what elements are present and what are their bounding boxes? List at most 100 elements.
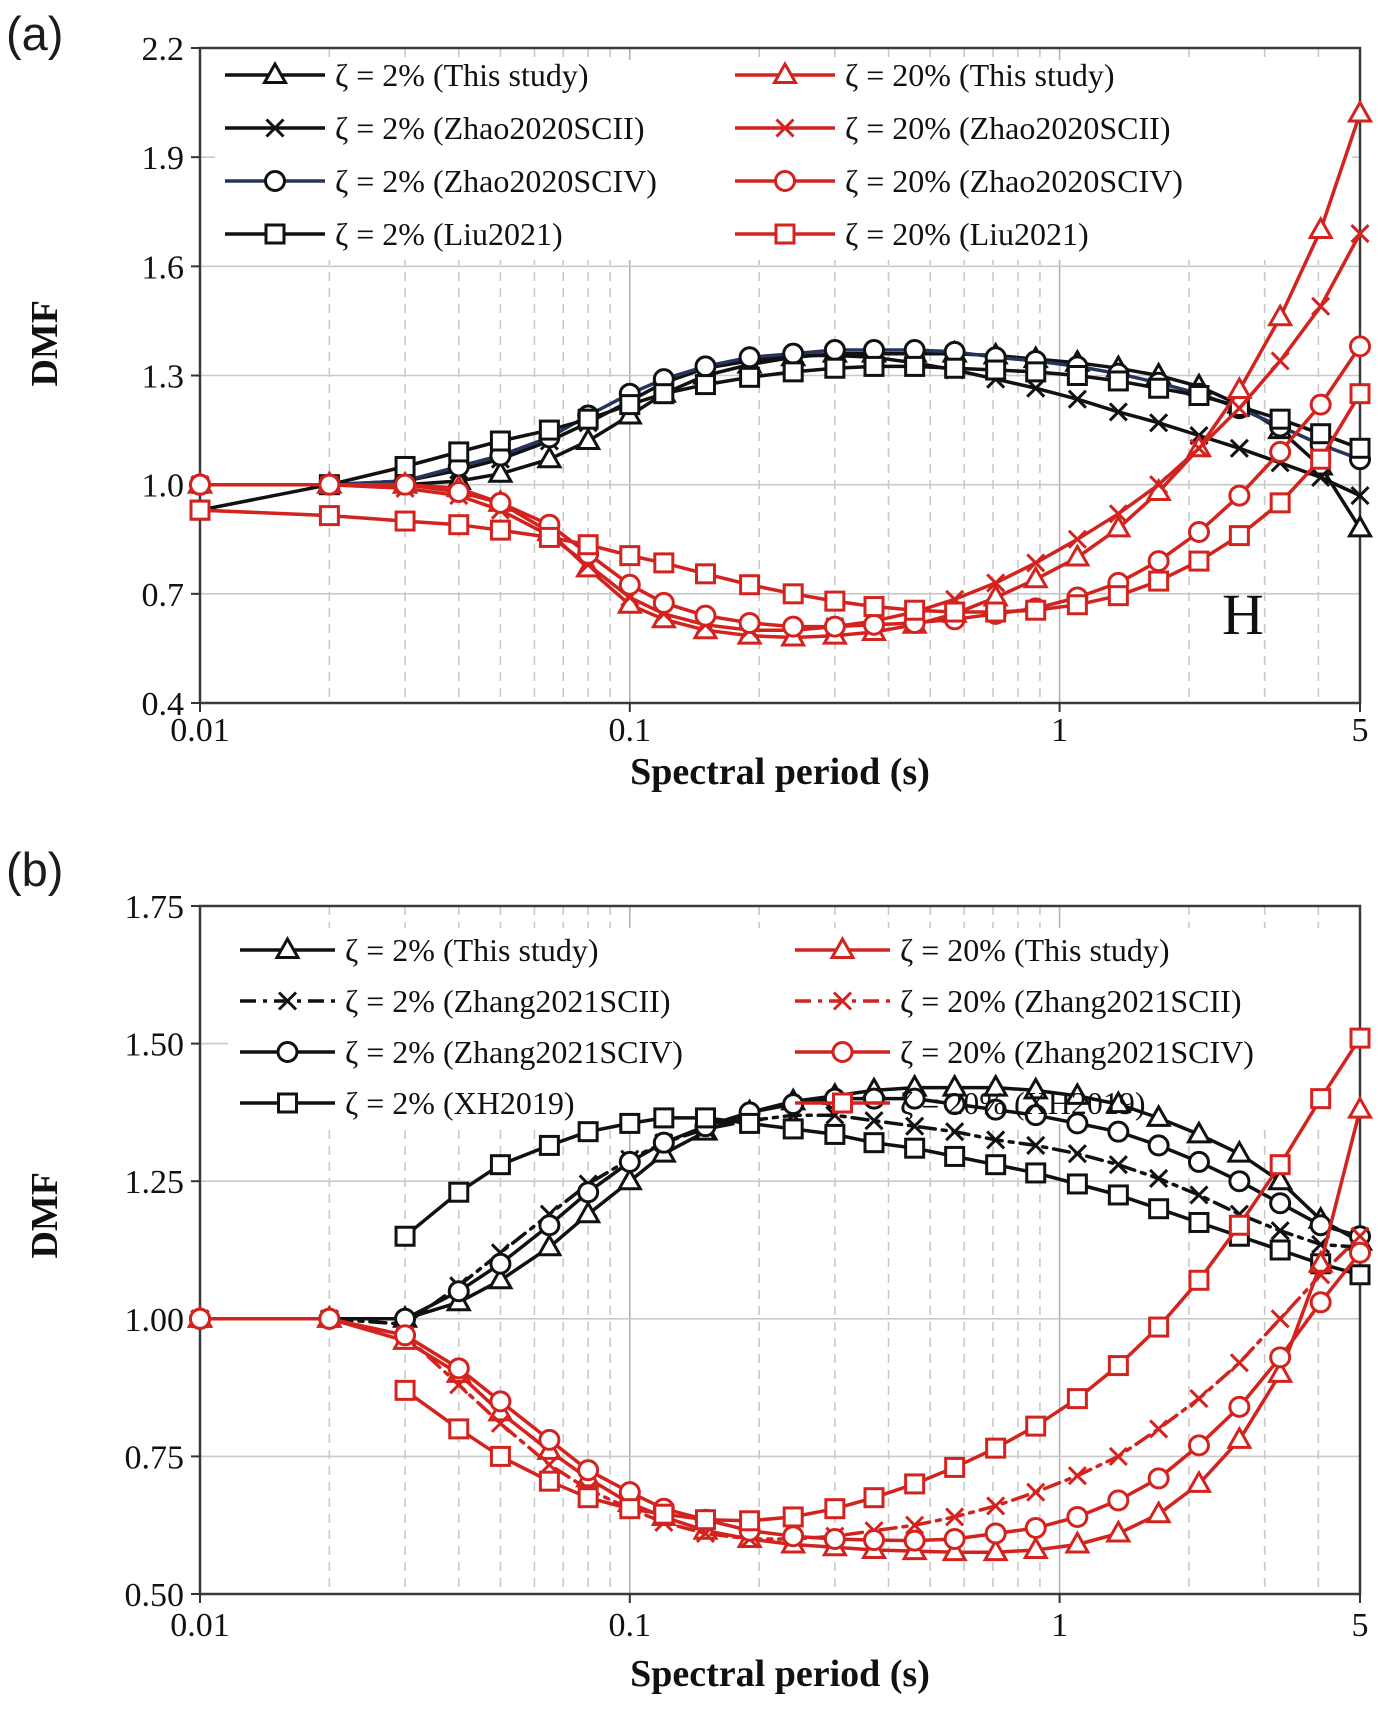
- circle-marker: [1107, 1120, 1130, 1143]
- legend-item-zeta-2pct-liu2021: ζ = 2% (Liu2021): [225, 216, 563, 252]
- square-marker: [653, 1107, 675, 1129]
- x-tick-label: 0.01: [170, 712, 230, 749]
- triangle-marker: [982, 1073, 1009, 1097]
- legend-item-zeta-2pct-zhao2020sciv: ζ = 2% (Zhao2020SCIV): [225, 163, 657, 199]
- square-marker: [1066, 1388, 1088, 1410]
- series-zeta-2pct-zhang2021sciv: [189, 1087, 1371, 1330]
- square-marker: [739, 574, 761, 596]
- circle-marker: [1024, 1516, 1047, 1539]
- circle-marker: [652, 1131, 675, 1154]
- legend-item-zeta-20pct-zhao2020scii: ζ = 20% (Zhao2020SCII): [735, 110, 1170, 146]
- square-marker: [577, 1487, 599, 1509]
- square-marker: [653, 383, 675, 405]
- x-marker: [1350, 486, 1370, 506]
- square-marker: [653, 552, 675, 574]
- square-marker: [1148, 570, 1170, 592]
- x-marker: [1189, 1185, 1209, 1205]
- panel-a-label: (a): [6, 7, 64, 60]
- triangle-marker: [1064, 1530, 1091, 1554]
- chart-b-x-axis-title: Spectral period (s): [630, 1653, 930, 1695]
- circle-marker: [447, 1357, 470, 1380]
- x-marker: [945, 1507, 965, 1527]
- square-marker: [985, 359, 1007, 381]
- circle-marker: [1228, 1395, 1251, 1418]
- series-zeta-2pct-zhao2020scii: [190, 345, 1370, 506]
- x-tick-label: 0.1: [609, 712, 652, 749]
- x-marker: [1026, 1135, 1046, 1155]
- legend-label: ζ = 2% (Zhao2020SCIV): [335, 163, 657, 199]
- circle-icon: [276, 1041, 299, 1063]
- square-marker: [619, 1498, 641, 1520]
- square-marker: [1188, 385, 1210, 407]
- square-marker: [739, 1112, 761, 1134]
- legend-item-zeta-2pct-xh2019: ζ = 2% (XH2019): [240, 1085, 574, 1121]
- axes: 0.01 0.1 1 5 2.2 1.9 1.6 1.3 1.0 0.7 0.4: [142, 31, 1369, 749]
- y-tick-label: 1.50: [125, 1027, 185, 1064]
- square-marker: [448, 441, 470, 463]
- x-marker: [1026, 553, 1046, 573]
- square-marker: [1310, 448, 1332, 470]
- x-marker: [1350, 1226, 1370, 1246]
- square-marker: [1107, 585, 1129, 607]
- square-marker: [1066, 594, 1088, 616]
- legend-label: ζ = 20% (Liu2021): [845, 216, 1089, 252]
- square-marker: [824, 357, 846, 379]
- circle-marker: [1187, 1150, 1210, 1173]
- triangle-marker: [575, 426, 602, 450]
- y-tick-label: 0.4: [142, 686, 185, 723]
- triangle-marker: [1226, 376, 1253, 400]
- square-marker: [944, 1456, 966, 1478]
- triangle-marker: [1105, 514, 1132, 538]
- legend-item-zeta-20pct-this-study: ζ = 20% (This study): [735, 57, 1115, 93]
- circle-marker: [984, 1522, 1007, 1545]
- circle-marker: [538, 1214, 561, 1237]
- square-icon: [774, 223, 796, 245]
- y-tick-label: 0.7: [142, 577, 185, 614]
- x-marker: [1229, 398, 1249, 418]
- x-marker: [449, 1375, 469, 1395]
- square-marker: [1349, 437, 1371, 459]
- triangle-marker: [575, 1200, 602, 1224]
- x-marker: [1149, 413, 1169, 433]
- series-zeta-2pct-zhao2020sciv: [189, 339, 1371, 496]
- legend-item-zeta-2pct-zhang2021scii: ζ = 2% (Zhang2021SCII): [240, 983, 670, 1019]
- y-tick-label: 1.6: [142, 249, 185, 286]
- square-marker: [1228, 525, 1250, 547]
- square-marker: [577, 534, 599, 556]
- triangle-marker: [1226, 1139, 1253, 1163]
- circle-marker: [1187, 520, 1210, 543]
- circle-marker: [1187, 1434, 1210, 1457]
- square-marker: [538, 419, 560, 441]
- x-marker: [986, 573, 1006, 593]
- legend: ζ = 2% (This study) ζ = 2% (Zhao2020SCII)…: [225, 57, 1183, 252]
- triangle-marker: [1105, 1519, 1132, 1543]
- circle-icon: [831, 1041, 854, 1063]
- square-marker: [694, 374, 716, 396]
- series-line: [198, 351, 1362, 531]
- series-zeta-20pct-xh2019: [394, 1027, 1371, 1532]
- x-marker: [1189, 438, 1209, 458]
- circle-icon: [264, 170, 286, 192]
- x-marker: [905, 1116, 925, 1136]
- square-marker: [985, 601, 1007, 623]
- circle-marker: [538, 1428, 561, 1451]
- triangle-icon: [274, 935, 301, 959]
- square-marker: [739, 1510, 761, 1532]
- legend-label: ζ = 20% (XH2019): [900, 1085, 1145, 1121]
- triangle-marker: [1307, 215, 1334, 239]
- x-marker: [1067, 529, 1087, 549]
- circle-marker: [1107, 1489, 1130, 1512]
- legend-label: ζ = 20% (Zhang2021SCIV): [900, 1034, 1254, 1070]
- square-marker: [394, 1225, 416, 1247]
- square-marker: [863, 1132, 885, 1154]
- circle-marker: [984, 1098, 1007, 1121]
- square-marker: [1148, 377, 1170, 399]
- legend-label: ζ = 2% (Zhao2020SCII): [335, 110, 644, 146]
- circle-marker: [823, 1527, 846, 1550]
- triangle-marker: [1307, 1249, 1334, 1273]
- circle-marker: [863, 1087, 886, 1110]
- square-icon: [264, 223, 286, 245]
- circle-marker: [738, 611, 761, 634]
- legend-label: ζ = 2% (Zhang2021SCII): [345, 983, 670, 1019]
- circle-marker: [1349, 335, 1371, 358]
